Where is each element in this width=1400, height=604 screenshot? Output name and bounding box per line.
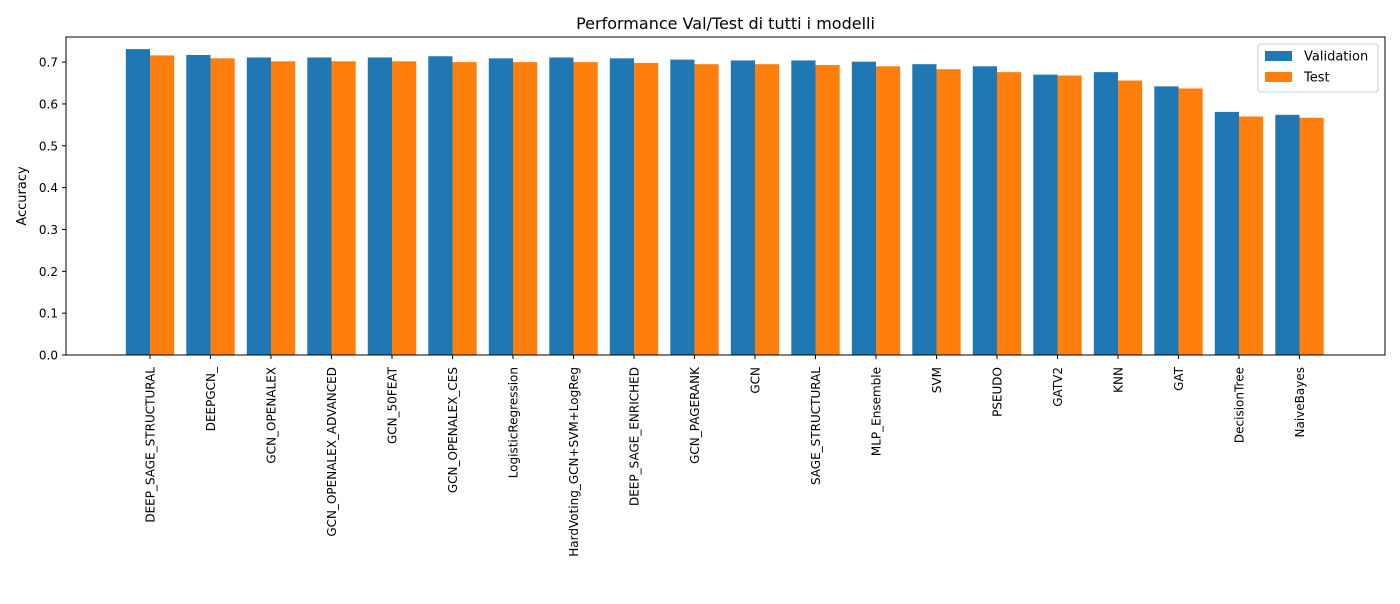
x-tick-label: GCN_50FEAT bbox=[386, 366, 400, 444]
bar-validation bbox=[488, 58, 513, 356]
bar-validation bbox=[730, 60, 755, 356]
legend-swatch-test bbox=[1265, 72, 1292, 82]
bar-validation bbox=[307, 57, 332, 355]
bar-validation bbox=[246, 57, 271, 355]
bar-test bbox=[997, 72, 1022, 356]
x-tick-label: GCN_PAGERANK bbox=[688, 366, 702, 464]
bar-validation bbox=[428, 56, 453, 355]
bar-test bbox=[150, 55, 175, 355]
y-tick-label: 0.7 bbox=[39, 56, 58, 70]
bar-test bbox=[513, 62, 538, 356]
bar-validation bbox=[1154, 86, 1179, 356]
bar-validation bbox=[1093, 72, 1118, 356]
bar-validation bbox=[972, 66, 997, 355]
bar-test bbox=[1299, 117, 1324, 355]
x-tick-label: GCN bbox=[749, 367, 763, 394]
legend-swatch-validation bbox=[1265, 51, 1292, 61]
bars-layer bbox=[125, 49, 1324, 356]
legend-label-validation: Validation bbox=[1304, 50, 1368, 65]
bar-validation bbox=[1033, 74, 1058, 355]
x-tick-label: GCN_OPENALEX_CES bbox=[446, 367, 460, 493]
y-tick-label: 0.1 bbox=[39, 307, 58, 321]
bar-validation bbox=[1214, 111, 1239, 356]
bar-validation bbox=[125, 49, 150, 355]
bar-validation bbox=[670, 59, 695, 356]
y-tick-label: 0.4 bbox=[39, 181, 58, 195]
bar-test bbox=[694, 64, 719, 355]
chart-title: Performance Val/Test di tutti i modelli bbox=[576, 14, 875, 33]
y-tick-label: 0.5 bbox=[39, 139, 58, 153]
bar-test bbox=[331, 61, 356, 356]
x-tick-label: DEEP_SAGE_ENRICHED bbox=[628, 367, 642, 506]
x-tick-label: KNN bbox=[1112, 367, 1126, 393]
axes-layer: 0.0 0.1 0.2 0.3 0.4 0.5 0.6 0.7 DEEP_SAGE_STRUCT… bbox=[39, 36, 1386, 557]
x-tick-label: DEEP_SAGE_STRUCTURAL bbox=[144, 367, 158, 523]
bar-test bbox=[271, 61, 296, 356]
bar-validation bbox=[549, 57, 574, 355]
bar-test bbox=[1178, 88, 1203, 355]
bar-test bbox=[876, 66, 901, 355]
x-tick-label: DEEPGCN_ bbox=[204, 366, 218, 431]
y-tick-label: 0.2 bbox=[39, 265, 58, 279]
x-tick-label: GATV2 bbox=[1051, 367, 1065, 407]
bar-test bbox=[1057, 75, 1082, 356]
y-tick-label: 0.3 bbox=[39, 223, 58, 237]
x-tick-label: SAGE_STRUCTURAL bbox=[809, 367, 823, 485]
bar-test bbox=[634, 62, 659, 355]
x-tick-label: SVM bbox=[930, 367, 944, 393]
bar-validation bbox=[791, 60, 816, 356]
y-tick-label: 0.0 bbox=[39, 349, 58, 363]
x-tick-label: HardVoting_GCN+SVM+LogReg bbox=[567, 367, 581, 557]
legend: Validation Test bbox=[1257, 43, 1379, 93]
bar-validation bbox=[367, 57, 392, 355]
bar-test bbox=[210, 58, 235, 356]
bar-test bbox=[452, 62, 477, 356]
bar-test bbox=[1118, 80, 1143, 356]
bar-validation bbox=[1275, 114, 1300, 355]
x-tick-label: MLP_Ensemble bbox=[870, 367, 884, 456]
x-tick-label: DecisionTree bbox=[1233, 367, 1247, 443]
bar-test bbox=[392, 61, 417, 356]
y-axis-title: Accuracy bbox=[15, 166, 30, 226]
bar-test bbox=[573, 62, 598, 356]
y-tick-label: 0.6 bbox=[39, 97, 58, 111]
bar-validation bbox=[186, 54, 211, 356]
x-tick-label: GAT bbox=[1172, 366, 1186, 391]
x-tick-label: GCN_OPENALEX bbox=[265, 367, 279, 464]
bar-validation bbox=[609, 58, 634, 356]
bar-test bbox=[815, 65, 840, 355]
bar-validation bbox=[912, 64, 937, 355]
x-tick-label: GCN_OPENALEX_ADVANCED bbox=[325, 367, 339, 537]
x-tick-label: NaiveBayes bbox=[1293, 367, 1307, 437]
plot-frame bbox=[65, 36, 1386, 356]
x-tick-label: PSEUDO bbox=[991, 367, 1005, 417]
bar-test bbox=[1239, 116, 1264, 355]
x-tick-label: LogisticRegression bbox=[507, 367, 521, 478]
bar-test bbox=[936, 69, 961, 355]
bar-test bbox=[755, 64, 780, 355]
bar-validation bbox=[851, 61, 876, 355]
legend-label-test: Test bbox=[1303, 71, 1330, 86]
